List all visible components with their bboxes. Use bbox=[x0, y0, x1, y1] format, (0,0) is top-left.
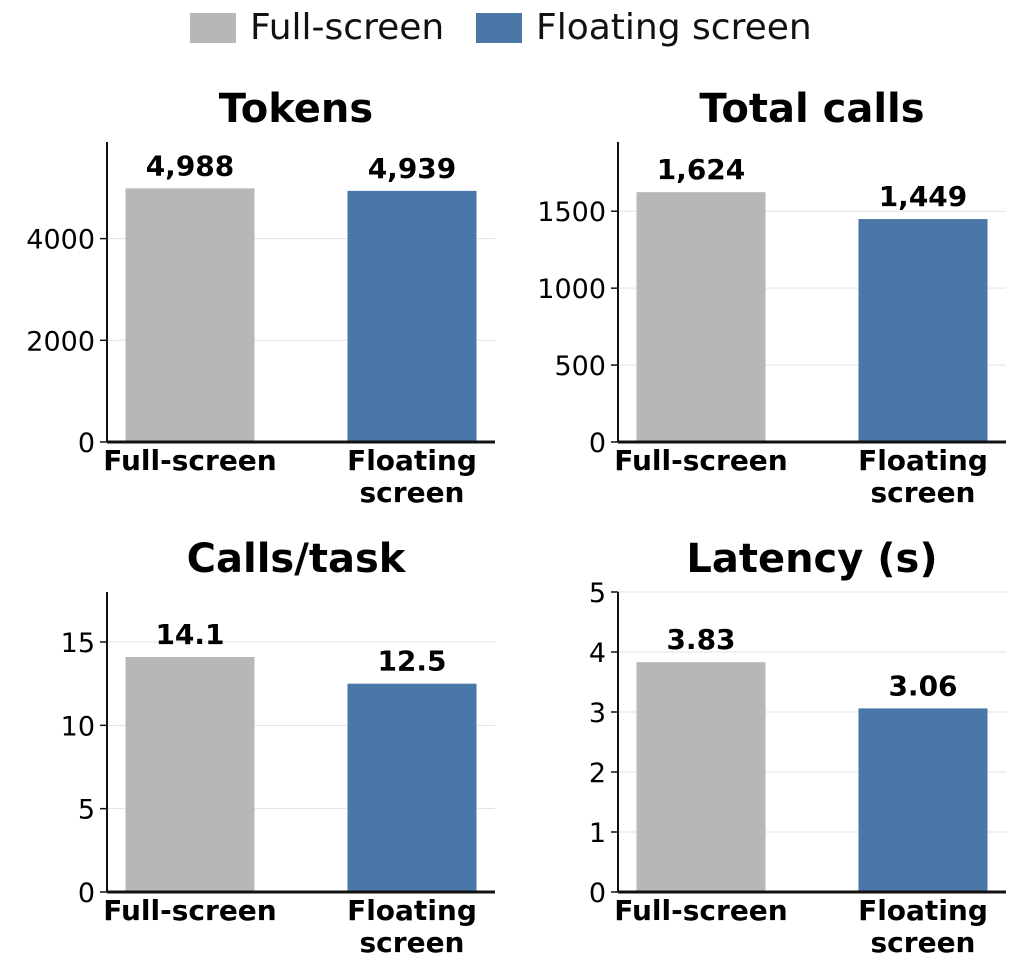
data-label-full-screen: 3.83 bbox=[666, 623, 735, 656]
y-tick-label: 3 bbox=[589, 698, 606, 729]
bar-full-screen bbox=[636, 662, 766, 892]
legend-item-floating-screen: Floating screen bbox=[476, 7, 812, 48]
y-tick-label: 1500 bbox=[537, 197, 606, 228]
panel-title-total-calls: Total calls bbox=[699, 86, 924, 132]
legend-swatch-floating-screen bbox=[476, 13, 522, 43]
x-tick-label-full-screen: Full-screen bbox=[103, 444, 276, 477]
x-tick-label-floating-screen: screen bbox=[871, 476, 976, 509]
bar-floating-screen bbox=[858, 219, 988, 442]
bar-full-screen bbox=[636, 192, 766, 442]
data-label-full-screen: 14.1 bbox=[155, 618, 224, 651]
y-tick-label: 0 bbox=[589, 878, 606, 909]
x-tick-label-full-screen: Full-screen bbox=[614, 894, 787, 927]
panel-title-latency-s: Latency (s) bbox=[686, 536, 937, 582]
legend-swatch-full-screen bbox=[190, 13, 236, 43]
y-tick-label: 10 bbox=[61, 711, 95, 742]
x-tick-label-floating-screen: Floating bbox=[858, 894, 988, 927]
x-tick-label-full-screen: Full-screen bbox=[103, 894, 276, 927]
x-tick-label-floating-screen: Floating bbox=[347, 894, 477, 927]
chart-panel-tokens: Tokens 0 2000 4000 4,988 Full-screen 4,939 Floa… bbox=[26, 86, 495, 509]
data-label-floating-screen: 4,939 bbox=[368, 152, 457, 185]
chart-panel-total-calls: Total calls 0 500 1000 1500 1,624 Full-screen 1… bbox=[537, 86, 1006, 509]
legend-label-floating-screen: Floating screen bbox=[536, 7, 812, 48]
y-tick-label: 0 bbox=[589, 428, 606, 459]
x-tick-label-floating-screen: screen bbox=[360, 926, 465, 959]
x-tick-label-floating-screen: screen bbox=[360, 476, 465, 509]
y-tick-label: 2000 bbox=[26, 326, 95, 357]
y-tick-label: 4 bbox=[589, 638, 606, 669]
y-tick-label: 1000 bbox=[537, 274, 606, 305]
chart-panel-calls-per-task: Calls/task 0 5 10 15 14.1 Full-screen 12.5 Float… bbox=[61, 536, 495, 959]
data-label-floating-screen: 12.5 bbox=[377, 645, 446, 678]
bar-full-screen bbox=[125, 657, 255, 892]
y-tick-label: 500 bbox=[554, 351, 606, 382]
x-tick-label-full-screen: Full-screen bbox=[614, 444, 787, 477]
y-tick-label: 5 bbox=[589, 578, 606, 609]
chart-panel-latency: Latency (s) 0 1 2 3 4 5 3.83 Full-screen 3.06 Floa… bbox=[589, 536, 1006, 959]
data-label-floating-screen: 3.06 bbox=[888, 669, 957, 702]
x-tick-label-floating-screen: Floating bbox=[347, 444, 477, 477]
panel-title-tokens: Tokens bbox=[219, 86, 373, 132]
panel-title-calls-task: Calls/task bbox=[187, 536, 407, 582]
data-label-full-screen: 1,624 bbox=[657, 153, 746, 186]
bar-floating-screen bbox=[858, 708, 988, 892]
y-tick-label: 4000 bbox=[26, 225, 95, 256]
y-tick-label: 0 bbox=[78, 428, 95, 459]
y-tick-label: 1 bbox=[589, 818, 606, 849]
y-tick-label: 5 bbox=[78, 795, 95, 826]
legend-item-full-screen: Full-screen bbox=[190, 7, 445, 48]
y-tick-label: 15 bbox=[61, 628, 95, 659]
bar-floating-screen bbox=[347, 190, 477, 442]
bar-full-screen bbox=[125, 188, 255, 442]
legend-label-full-screen: Full-screen bbox=[250, 7, 445, 48]
legend: Full-screen Floating screen bbox=[0, 0, 1022, 56]
x-tick-label-floating-screen: screen bbox=[871, 926, 976, 959]
data-label-full-screen: 4,988 bbox=[146, 149, 235, 182]
y-tick-label: 0 bbox=[78, 878, 95, 909]
x-tick-label-floating-screen: Floating bbox=[858, 444, 988, 477]
bar-floating-screen bbox=[347, 683, 477, 892]
data-label-floating-screen: 1,449 bbox=[879, 180, 968, 213]
y-tick-label: 2 bbox=[589, 758, 606, 789]
